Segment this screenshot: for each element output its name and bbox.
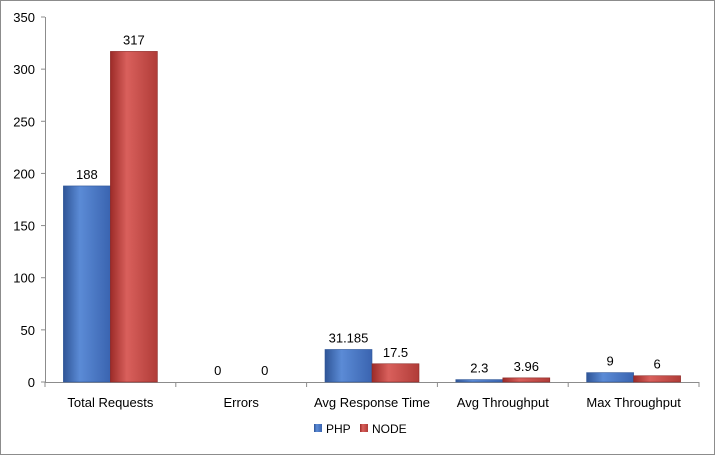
data-label-php: 0 — [214, 363, 221, 378]
legend-swatch-php — [314, 424, 322, 432]
data-label-php: 188 — [76, 167, 98, 182]
y-tick-label: 0 — [28, 375, 35, 390]
data-label-php: 2.3 — [470, 361, 488, 376]
bar-node — [371, 363, 420, 383]
category-label: Max Throughput — [586, 395, 681, 410]
y-tick-label: 100 — [13, 271, 35, 286]
legend: PHP NODE — [314, 422, 407, 436]
data-label-node: 317 — [123, 32, 145, 47]
data-label-node: 6 — [653, 357, 660, 372]
data-label-node: 0 — [261, 363, 268, 378]
legend-label-php: PHP — [326, 422, 351, 436]
category-label: Errors — [224, 395, 260, 410]
y-tick-label: 50 — [21, 323, 35, 338]
bar-php — [455, 379, 504, 383]
data-label-node: 17.5 — [383, 345, 408, 360]
category-label: Avg Response Time — [314, 395, 430, 410]
bar-node — [633, 375, 681, 383]
bar-node — [502, 377, 551, 383]
y-tick-label: 300 — [13, 62, 35, 77]
legend-swatch-node — [360, 424, 368, 432]
data-label-php: 31.185 — [329, 330, 369, 345]
bar-php — [324, 349, 373, 383]
y-tick-label: 150 — [13, 219, 35, 234]
bar-php — [63, 185, 111, 383]
legend-label-node: NODE — [372, 422, 407, 436]
data-label-php: 9 — [606, 354, 613, 369]
axes — [45, 17, 699, 383]
bars: 188 317 0 0 31.185 17.5 2.3 3.96 9 6 — [63, 32, 681, 383]
bar-php — [586, 372, 634, 383]
data-label-node: 3.96 — [514, 359, 539, 374]
category-label: Avg Throughput — [457, 395, 549, 410]
bar-node — [110, 51, 158, 383]
y-tick-label: 350 — [13, 10, 35, 25]
y-tick-label: 250 — [13, 114, 35, 129]
y-tick-label: 200 — [13, 166, 35, 181]
x-axis-categories: Total Requests Errors Avg Response Time Avg… — [44, 382, 700, 410]
y-axis-ticks: 0 50 100 150 200 250 300 350 — [13, 10, 45, 390]
category-label: Total Requests — [67, 395, 153, 410]
